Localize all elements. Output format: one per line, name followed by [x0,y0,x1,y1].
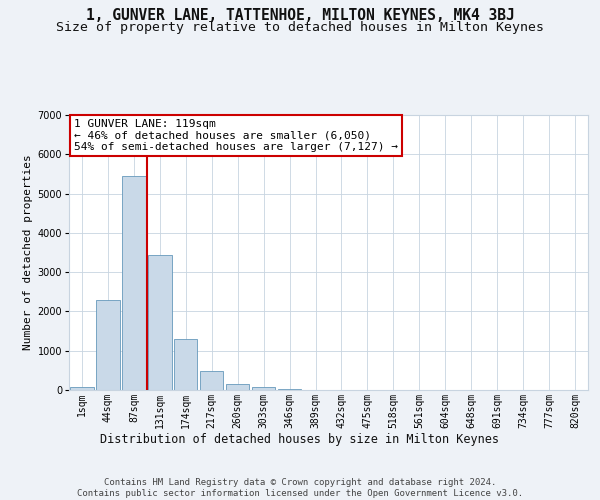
Text: 1 GUNVER LANE: 119sqm
← 46% of detached houses are smaller (6,050)
54% of semi-d: 1 GUNVER LANE: 119sqm ← 46% of detached … [74,119,398,152]
Bar [96,300,119,390]
Bar [174,340,197,390]
Bar [226,384,250,390]
Bar [252,387,275,390]
Bar [122,176,146,390]
Text: Distribution of detached houses by size in Milton Keynes: Distribution of detached houses by size … [101,432,499,446]
Bar [70,387,94,390]
Text: Contains HM Land Registry data © Crown copyright and database right 2024.
Contai: Contains HM Land Registry data © Crown c… [77,478,523,498]
Y-axis label: Number of detached properties: Number of detached properties [23,154,33,350]
Bar [278,389,301,390]
Bar [200,371,223,390]
Text: 1, GUNVER LANE, TATTENHOE, MILTON KEYNES, MK4 3BJ: 1, GUNVER LANE, TATTENHOE, MILTON KEYNES… [86,8,514,22]
Bar [148,255,172,390]
Text: Size of property relative to detached houses in Milton Keynes: Size of property relative to detached ho… [56,22,544,35]
